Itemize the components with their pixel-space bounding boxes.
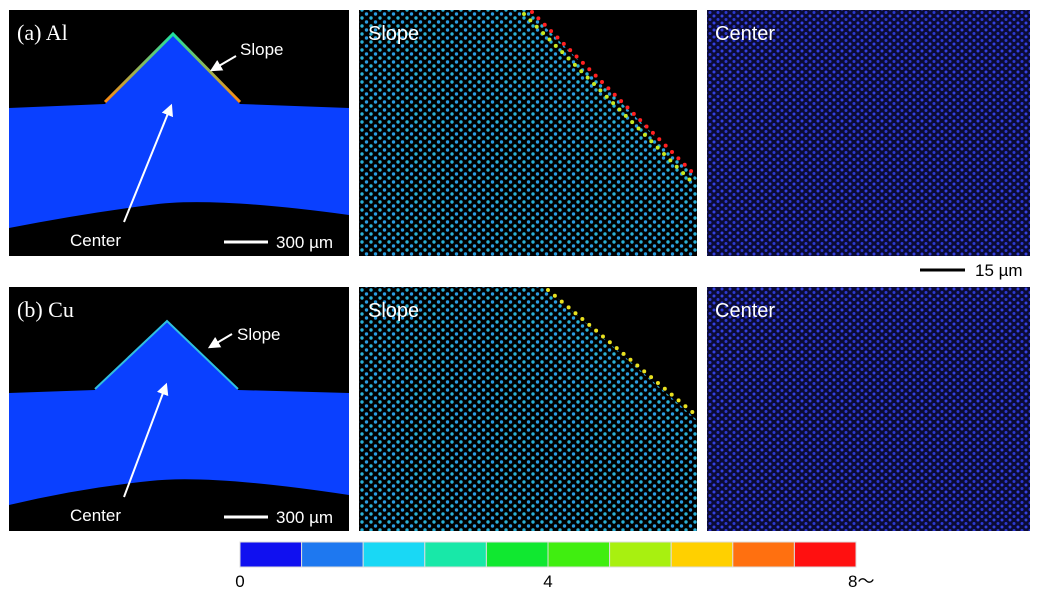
- annotation: Slope: [240, 40, 283, 59]
- macro-panel: (b) Cu Slope Center 300 µm: [9, 287, 349, 531]
- panel-label: Slope: [368, 23, 419, 45]
- colorbar-label: 4: [543, 572, 552, 590]
- colorbar-segment: [610, 542, 672, 567]
- annotation: Slope: [237, 325, 280, 344]
- colorbar: 0 4 8〜: [235, 542, 874, 590]
- colorbar-segment: [548, 542, 610, 567]
- slope-panel: Slope: [359, 287, 697, 531]
- colorbar-segment: [794, 542, 856, 567]
- panel-label: Center: [715, 23, 775, 45]
- panel-title: (b) Cu: [17, 297, 74, 322]
- scale-bar-label: 300 µm: [276, 508, 333, 527]
- scale-bar-label: 15 µm: [975, 261, 1023, 280]
- colorbar-label: 8〜: [848, 572, 874, 590]
- row: (b) Cu Slope Center 300 µm Slope Center: [9, 287, 1030, 531]
- colorbar-segment: [671, 542, 733, 567]
- colorbar-segment: [302, 542, 364, 567]
- colorbar-label: 0: [235, 572, 244, 590]
- colorbar-segment: [363, 542, 425, 567]
- panel-label: Slope: [368, 300, 419, 322]
- colorbar-segment: [733, 542, 795, 567]
- colorbar-segment: [486, 542, 548, 567]
- macro-panel: (a) Al Slope Center 300 µm: [9, 10, 349, 256]
- figure: (a) Al Slope Center 300 µm Slope Center …: [0, 0, 1038, 590]
- colorbar-segment: [240, 542, 302, 567]
- slope-panel: Slope: [359, 10, 697, 256]
- scale-bar-label: 300 µm: [276, 233, 333, 252]
- panel-label: Center: [715, 300, 775, 322]
- annotation: Center: [70, 506, 121, 525]
- panel-title: (a) Al: [17, 20, 68, 45]
- annotation: Center: [70, 231, 121, 250]
- center-panel: Center: [707, 10, 1030, 256]
- colorbar-segment: [425, 542, 487, 567]
- row: (a) Al Slope Center 300 µm Slope Center: [9, 10, 1030, 256]
- center-panel: Center: [707, 287, 1030, 531]
